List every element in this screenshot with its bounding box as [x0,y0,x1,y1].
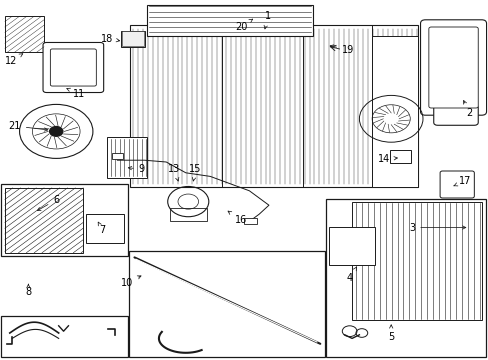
Text: 21: 21 [8,121,48,131]
Bar [325,199,485,357]
FancyBboxPatch shape [439,171,473,198]
Text: 15: 15 [189,164,202,181]
Bar [328,227,374,265]
Text: 8: 8 [25,284,31,297]
Text: 2: 2 [463,100,471,118]
Text: 3: 3 [408,222,465,233]
Text: 5: 5 [387,325,393,342]
Bar [5,16,44,52]
Text: 13: 13 [168,164,181,181]
Text: 12: 12 [4,54,23,66]
Bar [146,5,312,36]
FancyBboxPatch shape [420,20,486,115]
Bar [129,25,417,187]
Text: 1: 1 [264,11,270,29]
Bar [106,137,146,178]
Bar [122,31,143,46]
Bar [85,214,123,243]
FancyBboxPatch shape [50,49,96,86]
Bar [371,36,417,187]
FancyBboxPatch shape [433,105,477,125]
Bar [1,316,127,357]
Text: 17: 17 [453,176,471,186]
Bar [351,202,481,320]
Text: 4: 4 [346,267,356,283]
Text: 16: 16 [227,211,246,225]
FancyBboxPatch shape [43,42,103,93]
Bar [389,150,410,163]
Circle shape [50,126,62,136]
Bar [112,153,123,159]
Text: 14: 14 [377,154,397,164]
Text: 18: 18 [100,33,120,44]
Bar [5,188,83,253]
Text: 20: 20 [234,19,252,32]
Text: 10: 10 [121,276,141,288]
Bar [129,251,324,357]
Text: 9: 9 [128,164,144,174]
Text: 6: 6 [37,195,59,211]
Text: 11: 11 [67,88,85,99]
Text: 19: 19 [329,45,354,55]
Text: 7: 7 [98,222,105,235]
Bar [169,208,206,221]
Bar [244,218,256,224]
Bar [1,184,127,256]
FancyBboxPatch shape [428,27,477,108]
Bar [121,31,144,47]
